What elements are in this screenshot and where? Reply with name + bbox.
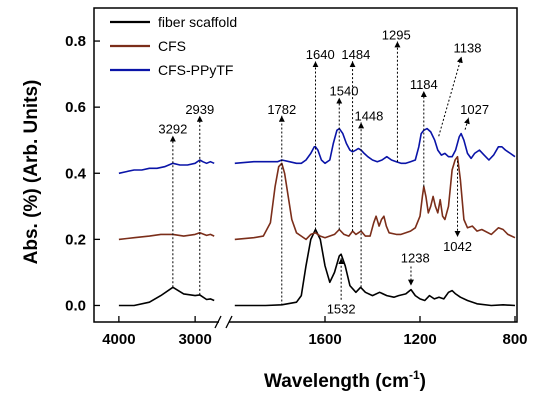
x-tick-label-right-1: 1200: [403, 331, 436, 348]
annotation-label-1295: 1295: [382, 27, 411, 42]
axis-break-gap: [219, 316, 229, 328]
annotation-label-1042: 1042: [443, 239, 472, 254]
annotation-label-1138: 1138: [454, 41, 482, 56]
x-axis-title: Wavelength (cm-1): [264, 368, 426, 392]
axis-break-mark-right: [225, 315, 233, 329]
annotation-label-1184: 1184: [410, 77, 438, 92]
annotation-label-1238: 1238: [401, 251, 430, 266]
ticks-layer: 0.0 0.2 0.4 0.6 0.8 4000 3000 1600 1200 800: [65, 33, 527, 348]
axes-frame: [93, 7, 518, 329]
series-cfs-right: [234, 155, 516, 241]
annotation-label-1484: 1484: [341, 47, 370, 62]
y-tick-label-0: 0.0: [65, 297, 86, 314]
x-axis-title-sup: -1: [409, 368, 420, 382]
axis-break-mark-left: [214, 315, 222, 329]
annotation-label-1782: 1782: [267, 102, 296, 117]
series-cfs-left: [118, 232, 215, 241]
annotation-label-1640: 1640: [306, 47, 335, 62]
y-tick-label-2: 0.4: [65, 165, 87, 182]
y-axis-title: Abs. (%) (Arb. Units): [21, 80, 42, 265]
plot-frame: [93, 7, 518, 323]
annotation-line-1027: [464, 117, 470, 130]
y-tick-label-3: 0.6: [65, 99, 86, 116]
annotation-label-1027: 1027: [460, 102, 489, 117]
series-layer: [118, 127, 516, 307]
x-tick-label-right-2: 800: [502, 331, 527, 348]
legend: fiber scaffold CFS CFS-PPyTF: [110, 14, 237, 78]
annotation-label-1540: 1540: [330, 84, 359, 99]
legend-label-fiber: fiber scaffold: [158, 14, 237, 30]
x-tick-label-right-0: 1600: [308, 331, 341, 348]
annotation-layer: 3292 2939 1782 1640 1540 1484 1448 1295 1184 1138…: [158, 27, 489, 316]
x-tick-label-left-0: 4000: [102, 331, 135, 348]
series-ppy-right: [234, 127, 516, 165]
y-tick-label-4: 0.8: [65, 33, 86, 50]
annotation-label-3292: 3292: [158, 122, 187, 137]
annotation-label-2939: 2939: [185, 102, 214, 117]
annotation-label-1448: 1448: [354, 108, 383, 123]
series-fiber-right: [234, 228, 516, 307]
y-tick-label-1: 0.2: [65, 231, 86, 248]
legend-label-ppy: CFS-PPyTF: [158, 62, 233, 78]
x-axis-title-main: Wavelength (cm: [264, 371, 409, 392]
series-ppy-left: [118, 159, 215, 175]
x-tick-label-left-1: 3000: [178, 331, 211, 348]
series-fiber-left: [118, 286, 215, 307]
annotation-label-1532: 1532: [327, 302, 356, 317]
annotation-line-1138: [438, 56, 463, 137]
x-axis-title-end: ): [420, 371, 426, 392]
legend-label-cfs: CFS: [158, 38, 186, 54]
